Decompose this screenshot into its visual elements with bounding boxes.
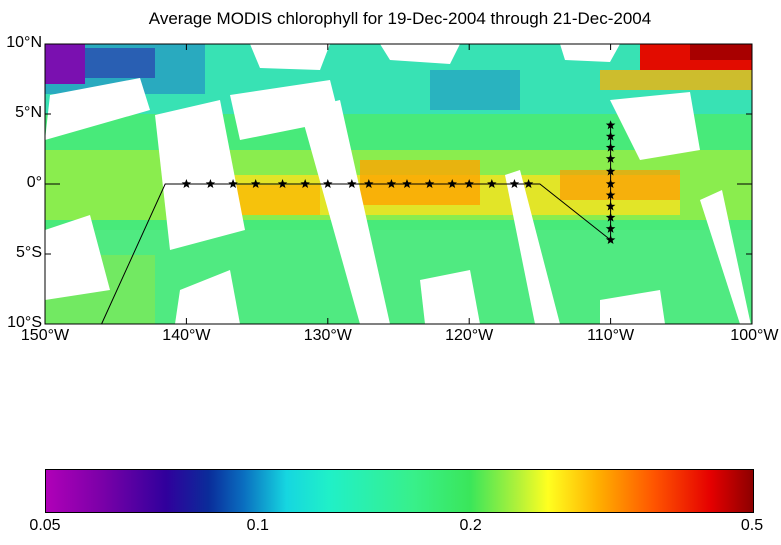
equator-station-star [402, 179, 412, 189]
y-tick-label: 0° [26, 174, 42, 191]
colorbar-tick-label: 0.5 [740, 517, 764, 534]
meridian-station-star [605, 153, 616, 163]
map-title: Average MODIS chlorophyll for 19-Dec-200… [148, 9, 652, 28]
x-tick-label: 100°W [730, 327, 779, 344]
y-tick-label: 5°N [15, 104, 42, 121]
data-gaps [45, 44, 751, 324]
x-tick-label: 130°W [303, 327, 352, 344]
equator-station-star [364, 179, 374, 189]
meridian-station-star [605, 131, 616, 141]
x-tick-label: 140°W [162, 327, 211, 344]
meridian-station-star [605, 142, 616, 152]
meridian-station-star [605, 235, 616, 245]
x-tick-label: 110°W [587, 327, 635, 344]
y-tick-label: 5°S [16, 244, 42, 261]
equator-station-star [347, 179, 357, 189]
colorbar-tick-label: 0.1 [246, 517, 269, 534]
equator-station-star [205, 179, 216, 189]
colorbar-tick-label: 0.05 [29, 517, 61, 534]
equator-station-star [250, 179, 261, 189]
equator-station-star [277, 179, 288, 189]
meridian-station-star [605, 223, 616, 233]
equator-station-star [447, 179, 457, 189]
meridian-station-star [605, 179, 616, 189]
meridian-station-star [605, 212, 616, 222]
equator-station-star [523, 179, 534, 189]
equator-station-star [509, 179, 520, 189]
equator-station-star [300, 179, 310, 189]
station-markers [181, 120, 616, 245]
x-tick-label: 150°W [20, 327, 70, 344]
equator-station-star [228, 179, 238, 189]
equator-station-star [386, 179, 397, 189]
equator-station-star [181, 179, 192, 189]
meridian-station-star [605, 120, 616, 130]
equator-station-star [464, 179, 474, 189]
equator-station-star [487, 179, 497, 189]
colorbar [45, 469, 754, 513]
y-tick-label: 10°S [7, 314, 42, 331]
meridian-station-star [605, 201, 616, 211]
equator-station-star [424, 179, 435, 189]
equator-station-star [323, 179, 333, 189]
y-tick-label: 10°N [6, 34, 42, 51]
colorbar-tick-label: 0.2 [459, 517, 482, 534]
meridian-station-star [605, 190, 616, 200]
meridian-station-star [605, 166, 616, 176]
x-tick-label: 120°W [445, 327, 494, 344]
axis-ticks [44, 43, 753, 325]
